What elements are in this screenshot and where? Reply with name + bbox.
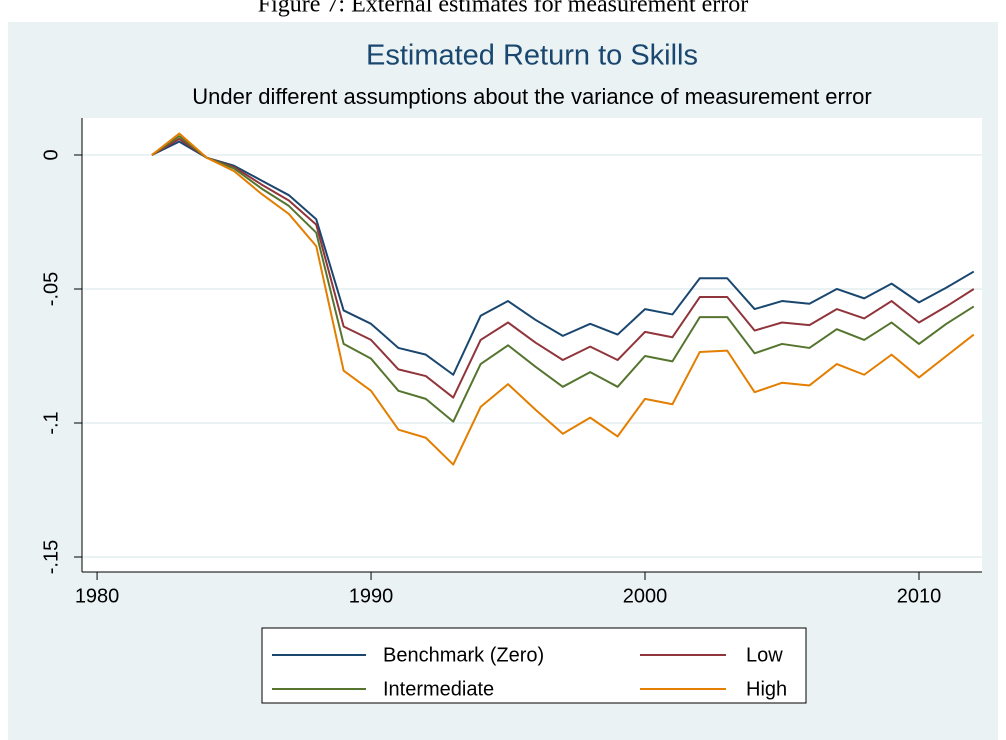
x-tick-label: 2000 [623,585,668,607]
series-line [151,132,975,466]
y-tick-label: -.1 [40,411,62,434]
legend-label: Intermediate [383,678,494,700]
legend-label: Low [746,644,783,666]
series-line [151,140,975,376]
series-line [151,135,975,423]
chart-title: Estimated Return to Skills [366,40,698,72]
y-tick-label: -.15 [40,540,62,574]
series-line [151,137,975,399]
chart-subtitle: Under different assumptions about the va… [192,84,872,109]
figure-caption: Figure 7: External estimates for measure… [258,0,749,18]
x-tick-label: 1990 [349,585,394,607]
legend-box [261,627,807,704]
y-tick-label: 0 [40,149,62,160]
x-tick-label: 2010 [897,585,942,607]
x-tick-label: 1980 [75,585,120,607]
plot-area [82,118,982,572]
y-tick-label: -.05 [40,272,62,306]
legend-label: High [746,678,787,700]
legend-label: Benchmark (Zero) [383,644,544,666]
